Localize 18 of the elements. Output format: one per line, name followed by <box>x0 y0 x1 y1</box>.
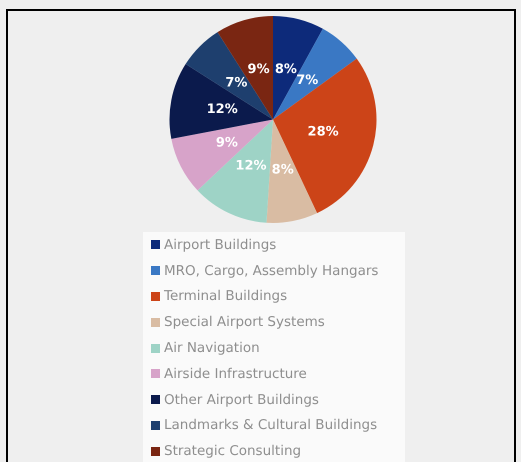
data-label: 8% <box>274 62 297 77</box>
data-label: 9% <box>248 62 270 78</box>
legend-label: Air Navigation <box>164 340 260 356</box>
legend-label: Airport Buildings <box>164 236 276 253</box>
data-label: 9% <box>216 135 238 150</box>
legend-label: Strategic Consulting <box>164 443 302 460</box>
legend-label: Other Airport Buildings <box>164 392 319 408</box>
data-label: 28% <box>308 124 339 140</box>
data-label: 12% <box>206 102 238 118</box>
legend-label: Special Airport Systems <box>164 314 325 330</box>
data-label: 12% <box>235 158 267 174</box>
legend-label: Terminal Buildings <box>164 288 288 304</box>
data-label: 7% <box>296 73 318 88</box>
legend-label: Airside Infrastructure <box>164 366 307 382</box>
legend-label: MRO, Cargo, Assembly Hangars <box>164 262 378 279</box>
legend-label: Landmarks & Cultural Buildings <box>164 417 378 434</box>
data-label: 7% <box>225 75 248 90</box>
data-label: 8% <box>272 162 294 178</box>
